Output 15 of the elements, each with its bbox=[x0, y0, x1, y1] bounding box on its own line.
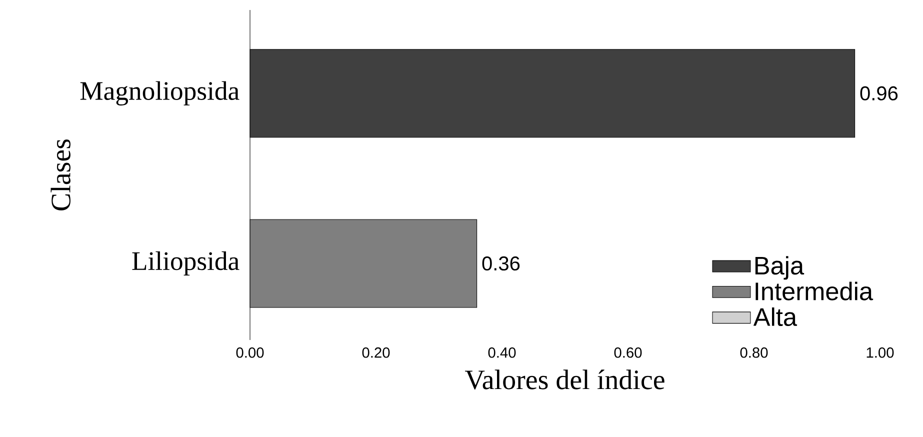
y-axis-title: Clases bbox=[50, 139, 70, 210]
x-tick-label: 0.80 bbox=[740, 347, 768, 358]
y-tick-label: Liliopsida bbox=[132, 251, 240, 276]
x-tick-label: 0.40 bbox=[488, 347, 516, 358]
x-tick-label: 0.00 bbox=[236, 347, 264, 358]
data-label: 0.36 bbox=[482, 256, 520, 271]
y-tick-label: Magnoliopsida bbox=[80, 81, 240, 106]
x-tick-label: 0.20 bbox=[362, 347, 390, 358]
legend-label: Intermedia bbox=[756, 282, 874, 300]
x-axis-title: Valores del índice bbox=[465, 370, 664, 390]
x-tick-label: 0.60 bbox=[614, 347, 642, 358]
data-label: 0.96 bbox=[860, 86, 898, 100]
x-tick-label: 1.00 bbox=[866, 347, 894, 358]
legend-label: Baja bbox=[755, 256, 804, 280]
legend-label: Alta bbox=[753, 307, 798, 326]
